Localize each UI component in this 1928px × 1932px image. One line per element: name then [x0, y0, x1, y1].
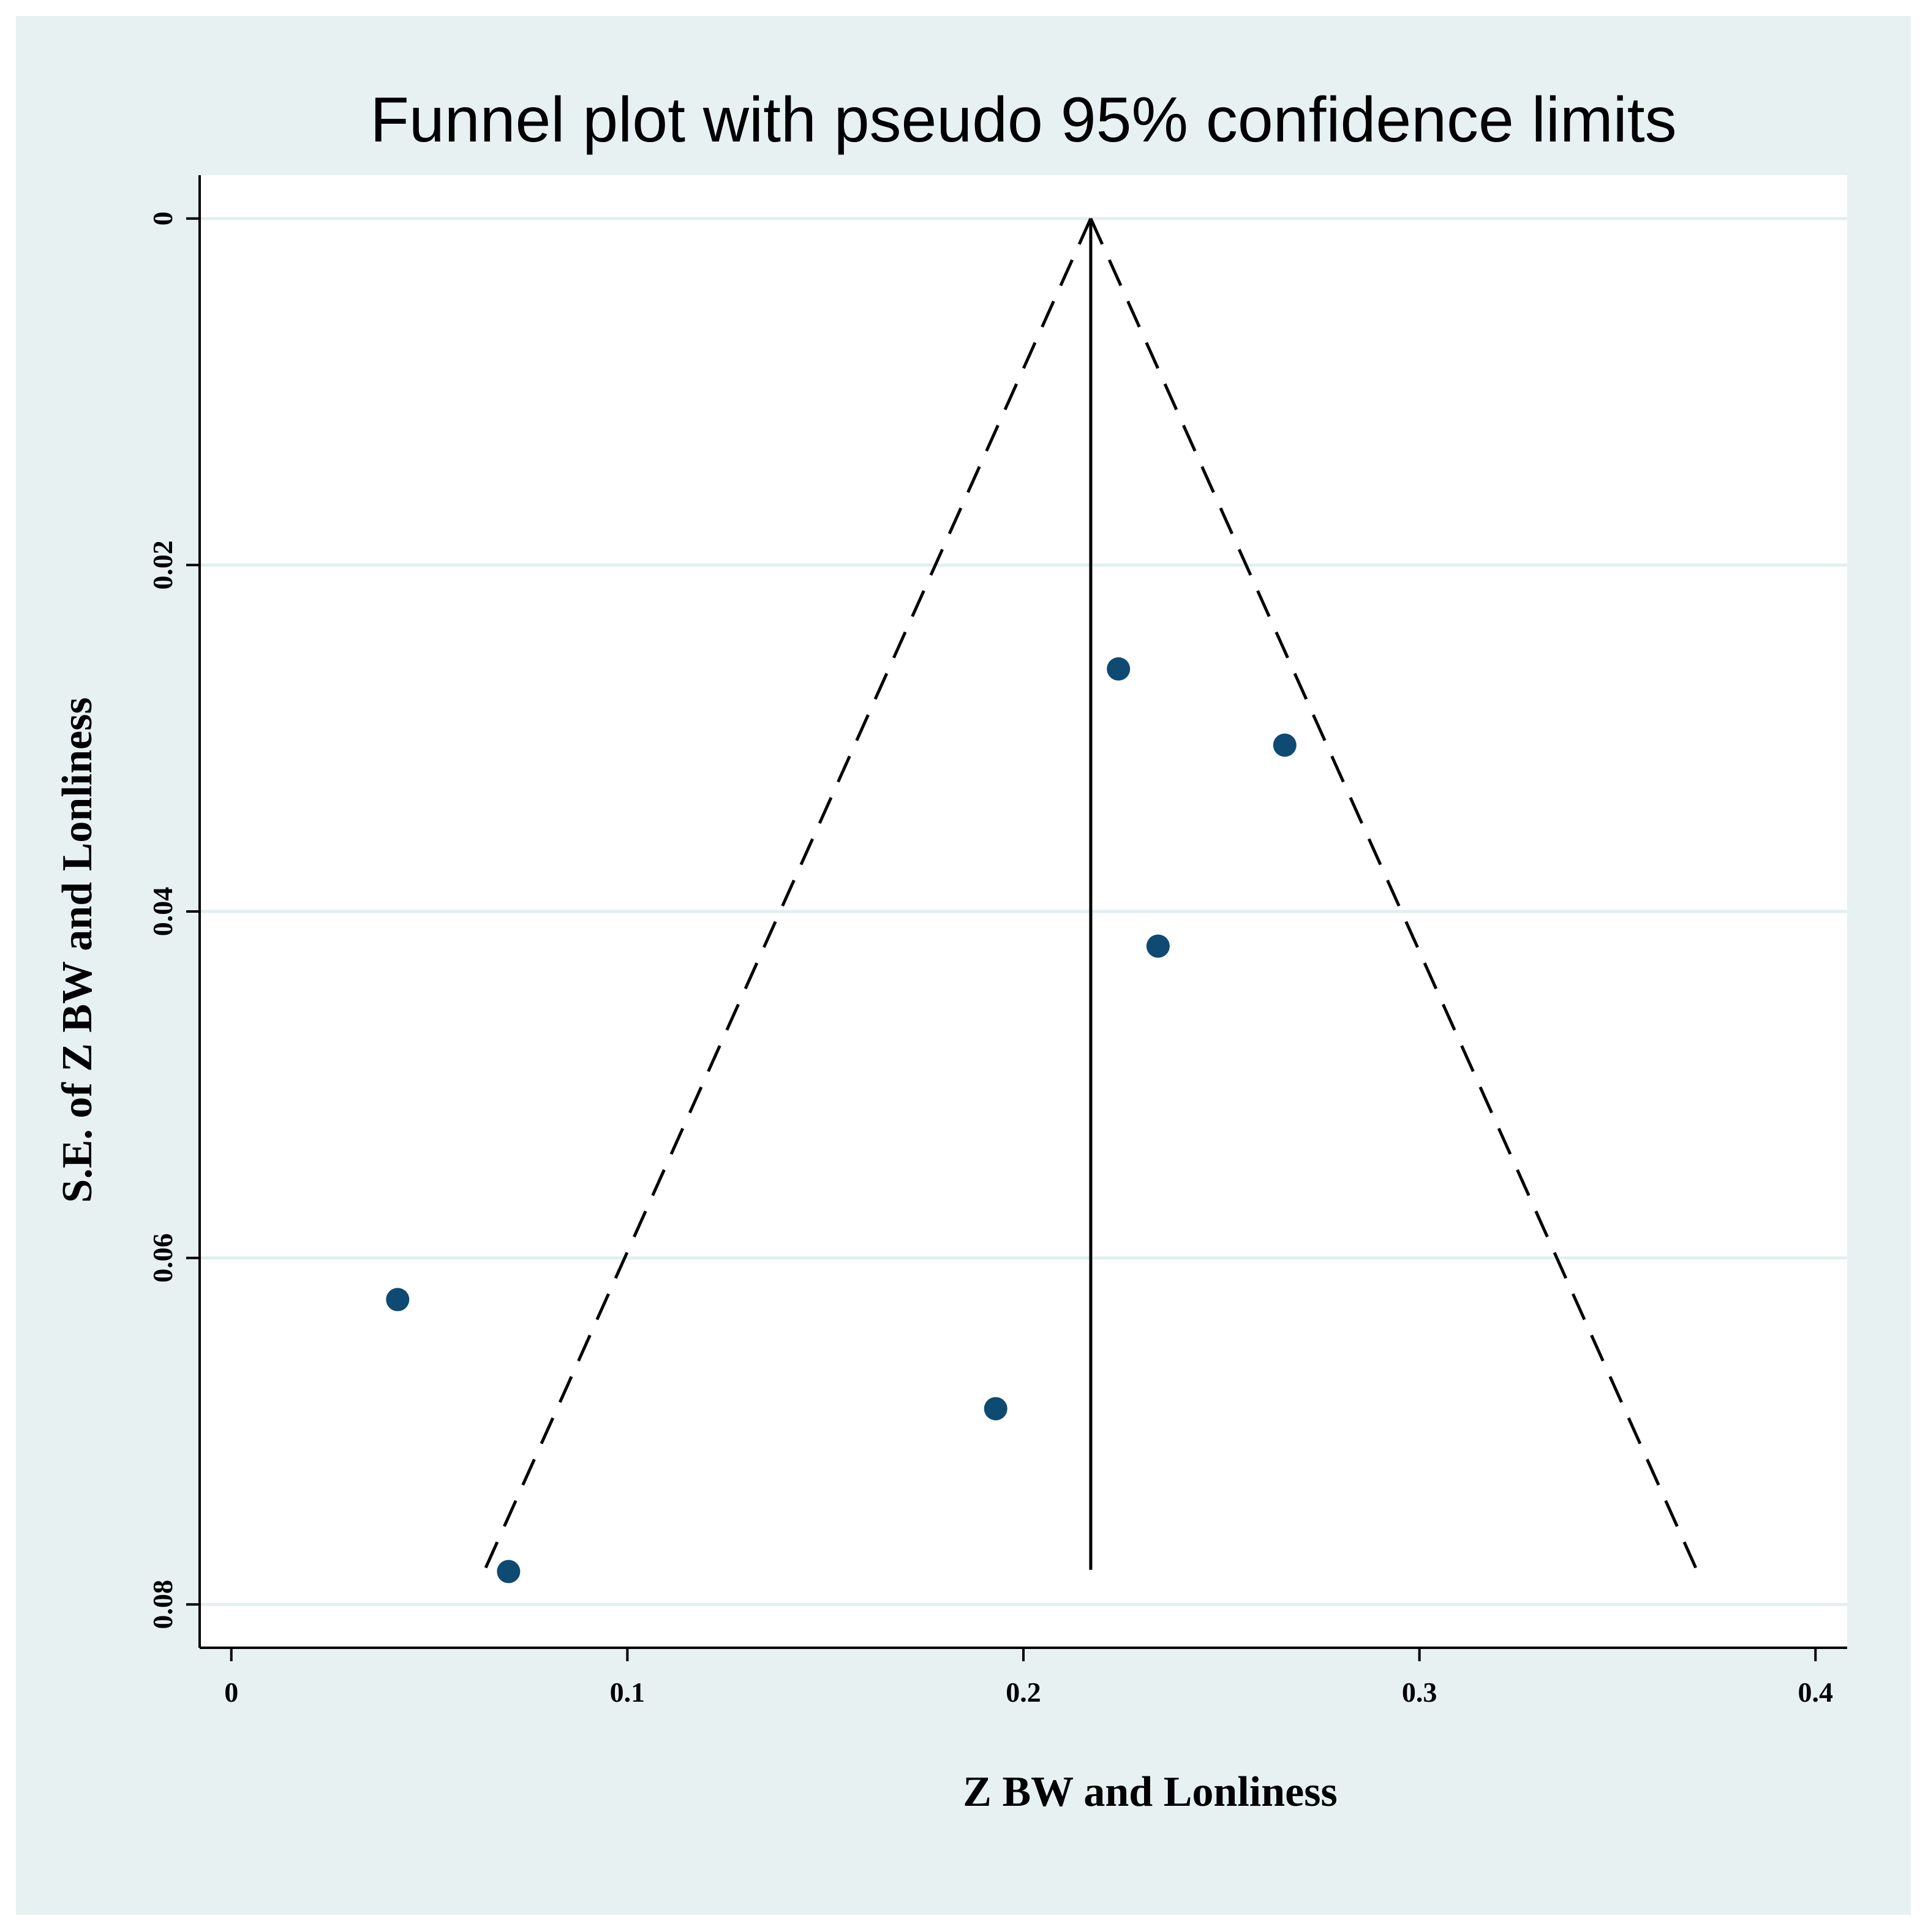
- lower-confidence-limit: [483, 217, 1093, 1571]
- y-tick-label: 0.04: [147, 887, 178, 937]
- y-axis-title: S.E. of Z BW and Lonliness: [54, 697, 101, 1202]
- data-point-2: [1273, 733, 1297, 757]
- x-axis-title: Z BW and Lonliness: [963, 1768, 1337, 1816]
- x-tick-label: 0.1: [610, 1677, 646, 1708]
- funnel-plot: Funnel plot with pseudo 95% confidence l…: [54, 85, 1847, 1816]
- gridlines: [200, 217, 1847, 1606]
- x-tick-label: 0.2: [1006, 1677, 1041, 1708]
- data-point-4: [386, 1288, 410, 1311]
- data-point-1: [1107, 657, 1131, 681]
- data-point-5: [984, 1397, 1007, 1421]
- data-point-6: [497, 1560, 521, 1583]
- y-tick-label: 0.08: [147, 1580, 178, 1629]
- y-tick-label: 0: [147, 211, 178, 225]
- data-point-3: [1146, 934, 1170, 958]
- x-tick-label: 0: [224, 1677, 238, 1708]
- funnel-lines: [483, 217, 1698, 1571]
- x-tick-label: 0.4: [1798, 1677, 1834, 1708]
- chart-title: Funnel plot with pseudo 95% confidence l…: [370, 85, 1676, 156]
- figure-frame: Funnel plot with pseudo 95% confidence l…: [16, 16, 1911, 1915]
- axes: 0 0.02 0.04 0.06 0.08 0 0.1 0.2 0.3 0.4: [147, 175, 1847, 1708]
- x-tick-label: 0.3: [1402, 1677, 1437, 1708]
- y-tick-label: 0.02: [147, 540, 178, 590]
- upper-confidence-limit: [1089, 217, 1698, 1571]
- y-tick-label: 0.06: [147, 1233, 178, 1282]
- data-points: [386, 657, 1297, 1583]
